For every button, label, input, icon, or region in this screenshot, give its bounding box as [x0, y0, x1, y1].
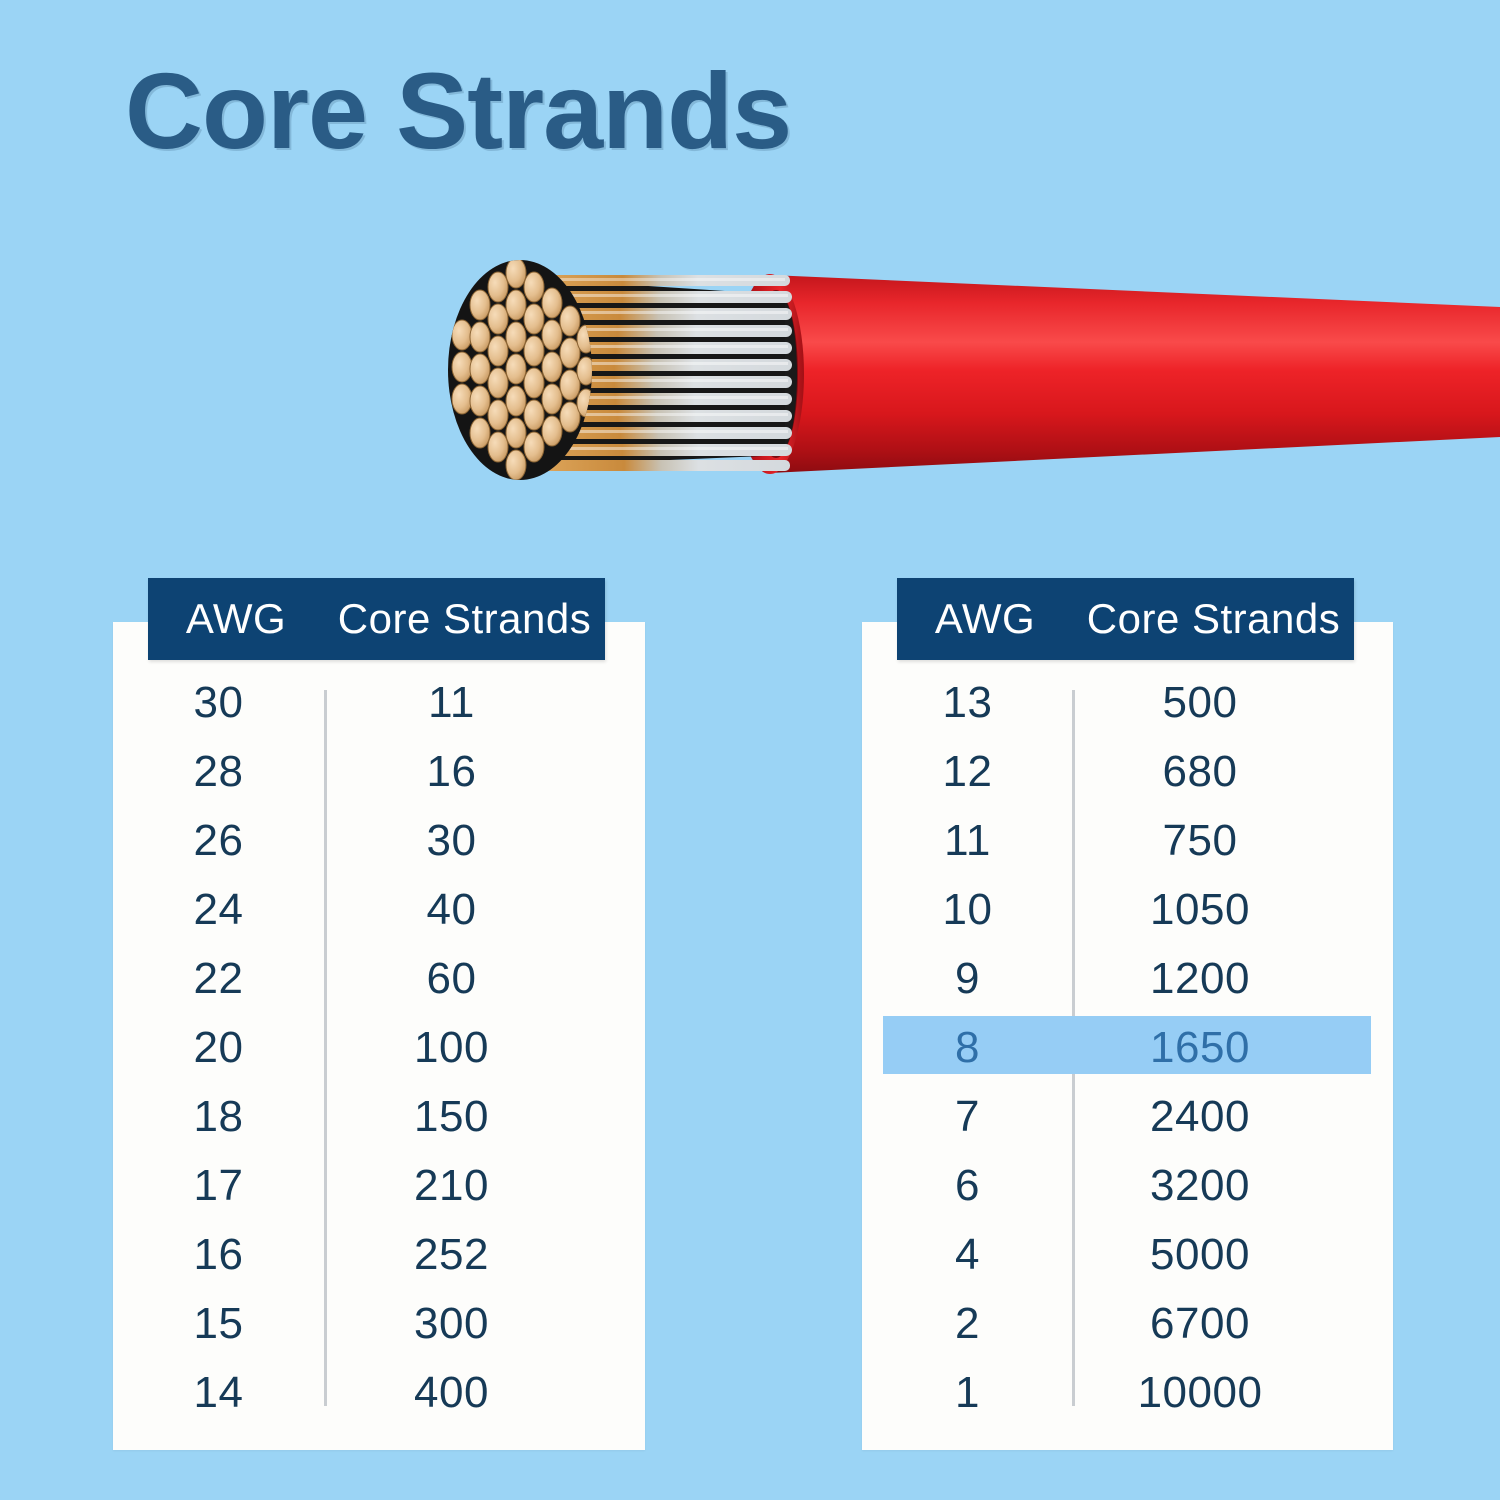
cell-awg: 24	[193, 884, 244, 934]
table-header-right: AWG Core Strands	[897, 578, 1354, 660]
cell-awg: 9	[955, 953, 980, 1003]
cell-awg: 6	[955, 1160, 980, 1210]
cell-core-strands: 3200	[1150, 1160, 1250, 1210]
cell-core-strands: 150	[414, 1091, 489, 1141]
column-header-awg: AWG	[934, 595, 1036, 642]
cell-core-strands: 500	[1162, 677, 1238, 727]
column-header-core-strands: Core Strands	[1086, 595, 1341, 642]
table-row[interactable]: 2 6700	[862, 1289, 1393, 1358]
cell-core-strands: 252	[414, 1229, 489, 1279]
table-row[interactable]: 22 60	[113, 944, 645, 1013]
table-row[interactable]: 20 100	[113, 1013, 645, 1082]
table-row-highlighted[interactable]: 8 1650	[862, 1013, 1393, 1082]
cell-core-strands: 40	[426, 884, 477, 934]
table-row[interactable]: 15 300	[113, 1289, 645, 1358]
stranded-wire-illustration	[440, 215, 1500, 525]
table-row[interactable]: 14 400	[113, 1358, 645, 1427]
cell-awg: 12	[942, 746, 993, 796]
column-header-core-strands: Core Strands	[337, 595, 592, 642]
cell-awg: 1	[955, 1367, 980, 1417]
column-divider	[324, 690, 327, 1406]
table-row[interactable]: 7 2400	[862, 1082, 1393, 1151]
cell-awg: 7	[955, 1091, 980, 1141]
cell-core-strands: 100	[414, 1022, 489, 1072]
table-row[interactable]: 26 30	[113, 806, 645, 875]
cell-awg: 2	[955, 1298, 980, 1348]
table-row[interactable]: 1 10000	[862, 1358, 1393, 1427]
table-row[interactable]: 6 3200	[862, 1151, 1393, 1220]
cell-core-strands: 30	[426, 815, 477, 865]
cell-core-strands: 10000	[1137, 1367, 1263, 1417]
table-row[interactable]: 18 150	[113, 1082, 645, 1151]
cell-awg: 16	[193, 1229, 244, 1279]
table-row[interactable]: 11 750	[862, 806, 1393, 875]
cell-core-strands: 400	[414, 1367, 489, 1417]
cell-awg: 10	[942, 884, 993, 934]
cell-awg: 13	[942, 677, 993, 727]
table-row[interactable]: 30 11	[113, 668, 645, 737]
table-body-right: 13 500 12 680 11 750 10 1050 9 1200 8 16…	[862, 668, 1393, 1428]
page-title: Core Strands	[125, 50, 792, 171]
cell-awg: 18	[193, 1091, 244, 1141]
table-row[interactable]: 9 1200	[862, 944, 1393, 1013]
table-row[interactable]: 16 252	[113, 1220, 645, 1289]
cell-awg: 28	[193, 746, 244, 796]
cell-awg: 17	[193, 1160, 244, 1210]
cell-core-strands: 750	[1162, 815, 1238, 865]
cell-core-strands: 680	[1162, 746, 1238, 796]
cell-core-strands: 1650	[1150, 1022, 1250, 1072]
cell-awg: 20	[193, 1022, 244, 1072]
table-row[interactable]: 28 16	[113, 737, 645, 806]
cell-core-strands: 1200	[1150, 953, 1250, 1003]
cell-awg: 22	[193, 953, 244, 1003]
cell-core-strands: 5000	[1150, 1229, 1250, 1279]
cell-core-strands: 210	[414, 1160, 489, 1210]
table-row[interactable]: 17 210	[113, 1151, 645, 1220]
cell-awg: 30	[193, 677, 244, 727]
table-row[interactable]: 13 500	[862, 668, 1393, 737]
table-row[interactable]: 10 1050	[862, 875, 1393, 944]
cell-awg: 26	[193, 815, 244, 865]
cell-core-strands: 60	[426, 953, 477, 1003]
core-strands-table-left	[113, 622, 645, 1450]
table-row[interactable]: 24 40	[113, 875, 645, 944]
table-header-left: AWG Core Strands	[148, 578, 605, 660]
cell-core-strands: 300	[414, 1298, 489, 1348]
cell-awg: 4	[955, 1229, 980, 1279]
cell-core-strands: 1050	[1150, 884, 1250, 934]
cell-awg: 8	[955, 1022, 980, 1072]
table-row[interactable]: 12 680	[862, 737, 1393, 806]
table-row[interactable]: 4 5000	[862, 1220, 1393, 1289]
cell-awg: 14	[193, 1367, 244, 1417]
cell-core-strands: 16	[426, 746, 477, 796]
cell-core-strands: 11	[428, 677, 475, 727]
cell-core-strands: 2400	[1150, 1091, 1250, 1141]
cell-awg: 15	[193, 1298, 244, 1348]
cell-core-strands: 6700	[1150, 1298, 1250, 1348]
cell-awg: 11	[944, 815, 991, 865]
table-body-left: 30 11 28 16 26 30 24 40 22 60 20 100 18 …	[113, 668, 645, 1428]
column-header-awg: AWG	[185, 595, 287, 642]
